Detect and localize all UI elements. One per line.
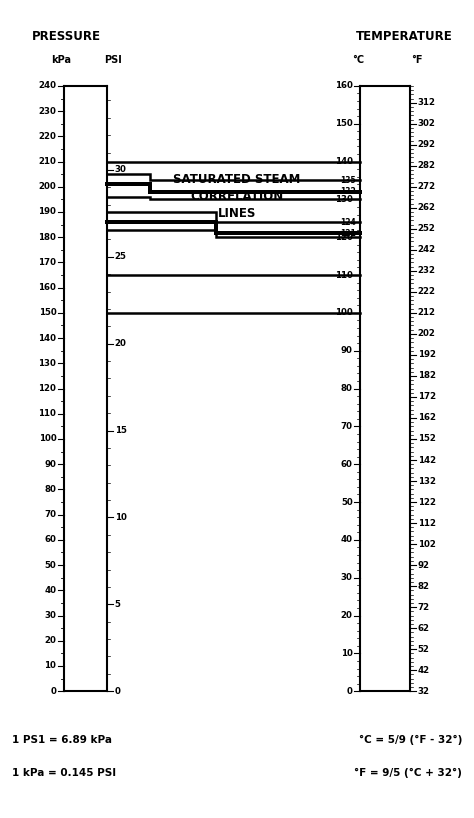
Text: 50: 50 bbox=[45, 560, 56, 569]
Text: 92: 92 bbox=[418, 560, 429, 569]
Text: 100: 100 bbox=[39, 434, 56, 443]
Text: 130: 130 bbox=[335, 195, 353, 204]
Text: 182: 182 bbox=[418, 371, 436, 380]
Text: °F = 9/5 (°C + 32°): °F = 9/5 (°C + 32°) bbox=[354, 768, 462, 778]
Text: 80: 80 bbox=[341, 384, 353, 393]
Text: 232: 232 bbox=[418, 267, 436, 276]
Text: 1 PS1 = 6.89 kPa: 1 PS1 = 6.89 kPa bbox=[12, 735, 112, 745]
Text: 121: 121 bbox=[340, 229, 356, 238]
Text: 42: 42 bbox=[418, 666, 430, 675]
Text: 180: 180 bbox=[38, 232, 56, 242]
Text: 140: 140 bbox=[335, 157, 353, 166]
Text: 132: 132 bbox=[418, 477, 436, 486]
Text: PSI: PSI bbox=[104, 56, 122, 65]
Text: 312: 312 bbox=[418, 98, 436, 107]
Text: 40: 40 bbox=[341, 535, 353, 545]
Text: PRESSURE: PRESSURE bbox=[32, 30, 101, 43]
Text: 102: 102 bbox=[418, 540, 436, 549]
Text: 15: 15 bbox=[115, 426, 127, 435]
Text: 120: 120 bbox=[38, 384, 56, 393]
Text: 10: 10 bbox=[341, 649, 353, 658]
Text: SATURATED STEAM
CORRELATION
LINES: SATURATED STEAM CORRELATION LINES bbox=[173, 173, 301, 220]
Text: 0: 0 bbox=[51, 686, 56, 696]
Text: 112: 112 bbox=[418, 519, 436, 528]
Text: 150: 150 bbox=[335, 119, 353, 128]
Text: kPa: kPa bbox=[52, 56, 72, 65]
Text: 230: 230 bbox=[38, 106, 56, 115]
Text: 110: 110 bbox=[38, 409, 56, 418]
Text: °C: °C bbox=[352, 56, 364, 65]
Text: 202: 202 bbox=[418, 330, 436, 339]
Text: 40: 40 bbox=[45, 586, 56, 595]
Text: 70: 70 bbox=[45, 510, 56, 519]
Text: 60: 60 bbox=[45, 535, 56, 545]
Text: 140: 140 bbox=[38, 334, 56, 343]
Text: 62: 62 bbox=[418, 623, 429, 632]
Text: 292: 292 bbox=[418, 140, 436, 149]
Text: 25: 25 bbox=[115, 252, 127, 261]
Text: 50: 50 bbox=[341, 497, 353, 506]
Text: 220: 220 bbox=[38, 132, 56, 141]
Text: 30: 30 bbox=[45, 611, 56, 620]
Text: 1 kPa = 0.145 PSI: 1 kPa = 0.145 PSI bbox=[12, 768, 116, 778]
Text: 240: 240 bbox=[38, 81, 56, 91]
Text: 302: 302 bbox=[418, 119, 436, 128]
Text: 135: 135 bbox=[340, 176, 356, 185]
Text: 70: 70 bbox=[341, 422, 353, 431]
Text: °F: °F bbox=[411, 56, 423, 65]
Text: 32: 32 bbox=[418, 686, 429, 696]
Text: 150: 150 bbox=[39, 308, 56, 317]
Text: 142: 142 bbox=[418, 456, 436, 465]
Text: 30: 30 bbox=[341, 573, 353, 582]
Text: 0: 0 bbox=[115, 686, 120, 696]
Text: 252: 252 bbox=[418, 224, 436, 233]
Text: 152: 152 bbox=[418, 434, 436, 443]
Text: 212: 212 bbox=[418, 308, 436, 317]
Text: 162: 162 bbox=[418, 413, 436, 422]
Text: 30: 30 bbox=[115, 165, 127, 174]
Text: 282: 282 bbox=[418, 161, 436, 170]
Text: 72: 72 bbox=[418, 603, 430, 612]
Text: 160: 160 bbox=[38, 283, 56, 292]
Text: 90: 90 bbox=[341, 346, 353, 355]
Text: TEMPERATURE: TEMPERATURE bbox=[356, 30, 453, 43]
Text: 130: 130 bbox=[38, 359, 56, 368]
Text: 190: 190 bbox=[38, 208, 56, 217]
Text: 262: 262 bbox=[418, 204, 436, 213]
Text: 10: 10 bbox=[115, 513, 127, 522]
Text: 272: 272 bbox=[418, 182, 436, 191]
Text: 242: 242 bbox=[418, 245, 436, 254]
Text: 5: 5 bbox=[115, 600, 120, 609]
Text: 120: 120 bbox=[335, 232, 353, 242]
Text: 160: 160 bbox=[335, 81, 353, 91]
Text: 10: 10 bbox=[45, 662, 56, 671]
Text: 80: 80 bbox=[45, 485, 56, 494]
Text: 222: 222 bbox=[418, 287, 436, 296]
Text: 122: 122 bbox=[418, 497, 436, 506]
Text: 60: 60 bbox=[341, 460, 353, 469]
Text: 20: 20 bbox=[45, 636, 56, 645]
Text: 170: 170 bbox=[38, 258, 56, 267]
Text: 192: 192 bbox=[418, 350, 436, 359]
Text: °C = 5/9 (°F - 32°): °C = 5/9 (°F - 32°) bbox=[359, 735, 462, 745]
Text: 132: 132 bbox=[340, 187, 356, 196]
Text: 0: 0 bbox=[347, 686, 353, 696]
Text: 200: 200 bbox=[39, 182, 56, 191]
Text: 124: 124 bbox=[340, 218, 356, 227]
Text: 210: 210 bbox=[38, 157, 56, 166]
Text: 20: 20 bbox=[115, 339, 127, 348]
Text: 100: 100 bbox=[335, 308, 353, 317]
Text: 82: 82 bbox=[418, 582, 429, 591]
Text: 90: 90 bbox=[45, 460, 56, 469]
Text: 20: 20 bbox=[341, 611, 353, 620]
Text: 52: 52 bbox=[418, 645, 429, 654]
Text: 172: 172 bbox=[418, 393, 436, 402]
Text: 110: 110 bbox=[335, 271, 353, 280]
